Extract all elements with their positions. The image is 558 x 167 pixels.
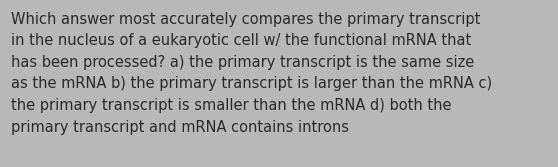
Text: Which answer most accurately compares the primary transcript
in the nucleus of a: Which answer most accurately compares th…: [11, 12, 492, 135]
